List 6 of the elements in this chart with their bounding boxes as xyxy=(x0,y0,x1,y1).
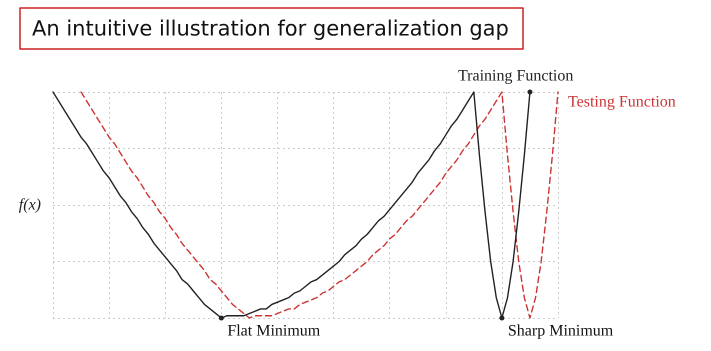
y-axis-title: f(x) xyxy=(18,196,41,214)
text: Sharp Minimum xyxy=(508,322,614,340)
series-label: Testing Function xyxy=(568,94,676,110)
series-label: Training Function xyxy=(458,68,574,84)
chart-title: An intuitive illustration for generalization gap xyxy=(32,16,509,40)
text: Flat Minimum xyxy=(227,322,321,340)
